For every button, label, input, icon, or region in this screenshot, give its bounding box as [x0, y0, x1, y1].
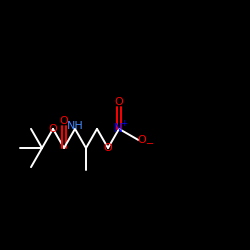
Text: O: O	[48, 124, 58, 134]
Text: −: −	[146, 139, 154, 149]
Text: O: O	[138, 135, 146, 145]
Text: O: O	[60, 116, 68, 126]
Text: O: O	[104, 143, 112, 153]
Text: N: N	[114, 122, 122, 135]
Text: O: O	[114, 97, 124, 107]
Text: +: +	[120, 119, 128, 128]
Text: NH: NH	[66, 121, 84, 131]
